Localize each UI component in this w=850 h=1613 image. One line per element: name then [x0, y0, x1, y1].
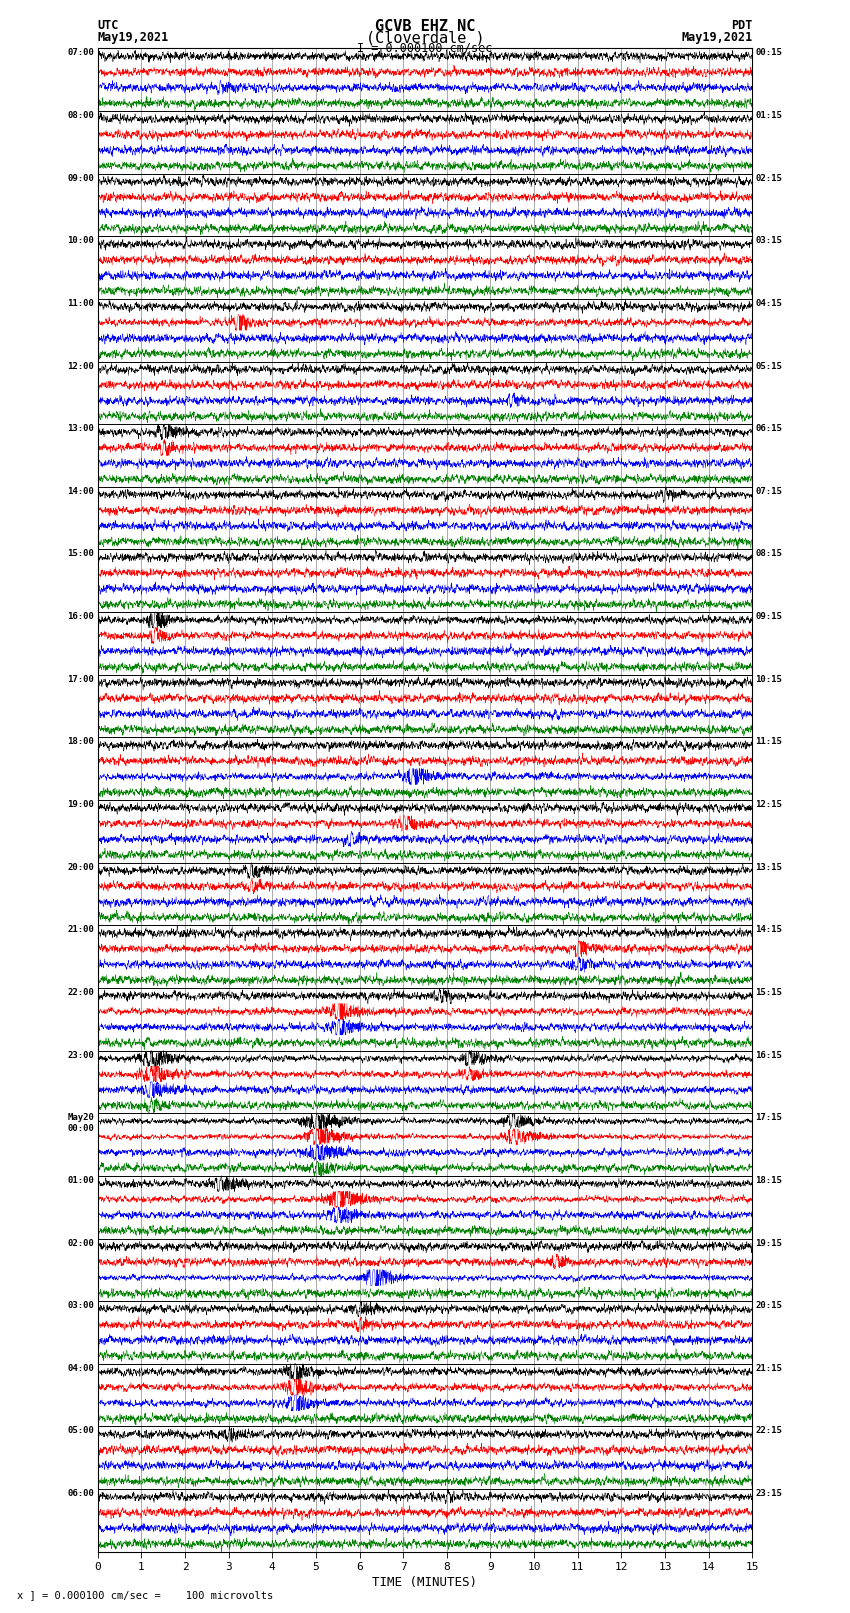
Text: 10:15: 10:15	[756, 674, 782, 684]
Text: (Cloverdale ): (Cloverdale )	[366, 31, 484, 45]
Text: 07:00: 07:00	[68, 48, 94, 58]
Text: 16:15: 16:15	[756, 1050, 782, 1060]
Text: 15:00: 15:00	[68, 550, 94, 558]
Text: 13:15: 13:15	[756, 863, 782, 871]
Text: May19,2021: May19,2021	[98, 31, 169, 44]
Text: 04:15: 04:15	[756, 298, 782, 308]
Text: 09:15: 09:15	[756, 613, 782, 621]
Text: PDT: PDT	[731, 19, 752, 32]
Text: 22:15: 22:15	[756, 1426, 782, 1436]
Text: 18:00: 18:00	[68, 737, 94, 747]
Text: 08:15: 08:15	[756, 550, 782, 558]
Text: 12:15: 12:15	[756, 800, 782, 810]
Text: 19:15: 19:15	[756, 1239, 782, 1247]
Text: May19,2021: May19,2021	[681, 31, 752, 44]
Text: x ] = 0.000100 cm/sec =    100 microvolts: x ] = 0.000100 cm/sec = 100 microvolts	[17, 1590, 273, 1600]
Text: 11:15: 11:15	[756, 737, 782, 747]
Text: 08:00: 08:00	[68, 111, 94, 119]
Text: UTC: UTC	[98, 19, 119, 32]
Text: 06:00: 06:00	[68, 1489, 94, 1498]
Text: 02:00: 02:00	[68, 1239, 94, 1247]
Text: 01:00: 01:00	[68, 1176, 94, 1186]
Text: 11:00: 11:00	[68, 298, 94, 308]
Text: I = 0.000100 cm/sec: I = 0.000100 cm/sec	[357, 42, 493, 55]
Text: 09:00: 09:00	[68, 174, 94, 182]
Text: May20
00:00: May20 00:00	[68, 1113, 94, 1132]
Text: 17:15: 17:15	[756, 1113, 782, 1123]
Text: 18:15: 18:15	[756, 1176, 782, 1186]
Text: 06:15: 06:15	[756, 424, 782, 434]
Text: 19:00: 19:00	[68, 800, 94, 810]
Text: 14:15: 14:15	[756, 926, 782, 934]
Text: 03:00: 03:00	[68, 1302, 94, 1310]
Text: 03:15: 03:15	[756, 237, 782, 245]
Text: 15:15: 15:15	[756, 987, 782, 997]
Text: 16:00: 16:00	[68, 613, 94, 621]
Text: 10:00: 10:00	[68, 237, 94, 245]
Text: 00:15: 00:15	[756, 48, 782, 58]
Text: 04:00: 04:00	[68, 1365, 94, 1373]
Text: 05:15: 05:15	[756, 361, 782, 371]
Text: 22:00: 22:00	[68, 987, 94, 997]
Text: 01:15: 01:15	[756, 111, 782, 119]
Text: 02:15: 02:15	[756, 174, 782, 182]
Text: 13:00: 13:00	[68, 424, 94, 434]
Text: 05:00: 05:00	[68, 1426, 94, 1436]
Text: 20:00: 20:00	[68, 863, 94, 871]
Text: 23:15: 23:15	[756, 1489, 782, 1498]
Text: 17:00: 17:00	[68, 674, 94, 684]
Text: 23:00: 23:00	[68, 1050, 94, 1060]
Text: GCVB EHZ NC: GCVB EHZ NC	[375, 19, 475, 34]
X-axis label: TIME (MINUTES): TIME (MINUTES)	[372, 1576, 478, 1589]
Text: 20:15: 20:15	[756, 1302, 782, 1310]
Text: 12:00: 12:00	[68, 361, 94, 371]
Text: 14:00: 14:00	[68, 487, 94, 495]
Text: 21:00: 21:00	[68, 926, 94, 934]
Text: 21:15: 21:15	[756, 1365, 782, 1373]
Text: 07:15: 07:15	[756, 487, 782, 495]
